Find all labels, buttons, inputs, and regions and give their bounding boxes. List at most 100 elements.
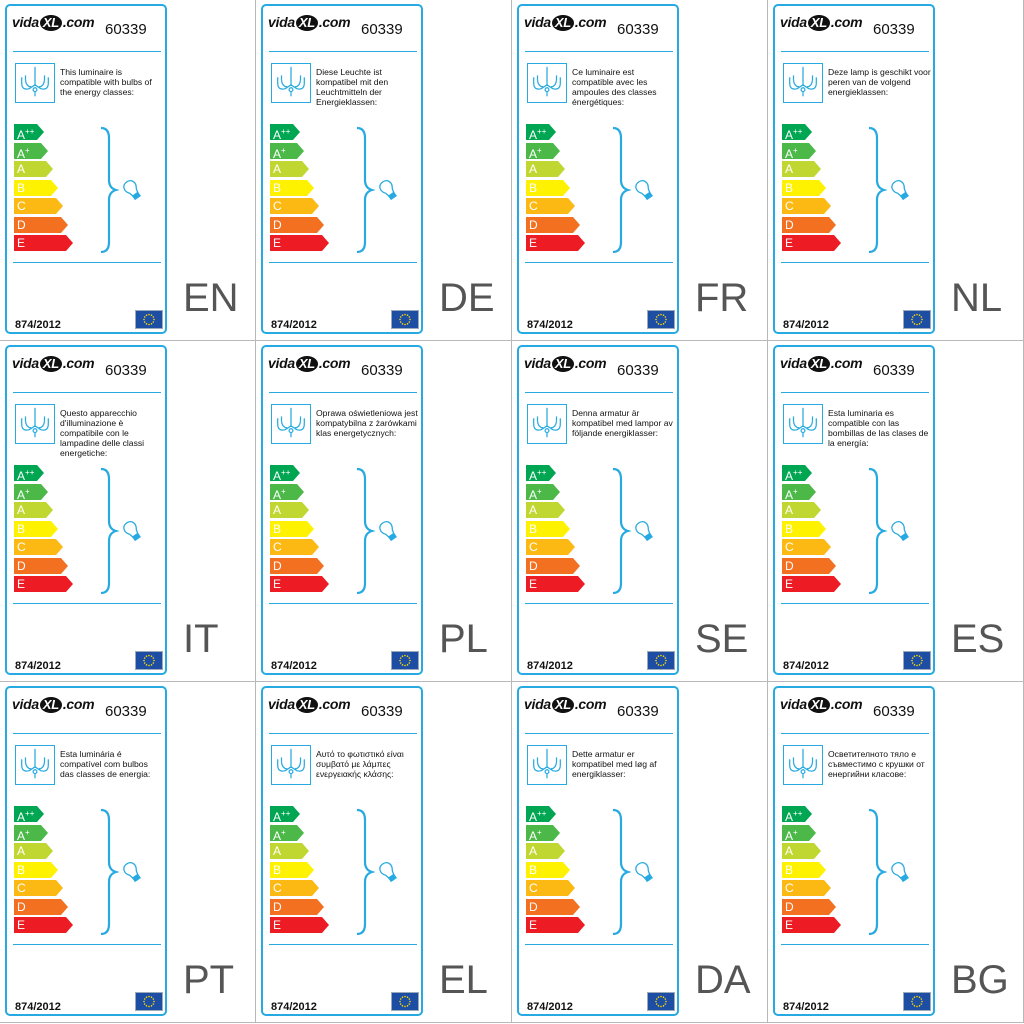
eu-flag-icon bbox=[135, 310, 163, 329]
energy-class-letter: B bbox=[529, 862, 538, 877]
divider bbox=[13, 603, 161, 604]
energy-class-letter: A++ bbox=[785, 468, 803, 483]
bracket-icon bbox=[867, 808, 888, 936]
energy-bar-b: B bbox=[270, 861, 314, 878]
energy-bar-c: C bbox=[782, 198, 831, 214]
chandelier-icon bbox=[15, 63, 55, 103]
energy-bar-ap: A+ bbox=[14, 483, 48, 502]
chandelier-icon bbox=[527, 63, 567, 103]
energy-class-letter: B bbox=[785, 862, 794, 877]
energy-class-letter: C bbox=[529, 881, 538, 895]
energy-class-letter: A+ bbox=[529, 486, 542, 502]
energy-bar-e: E bbox=[782, 576, 841, 592]
compatibility-text: Ce luminaire est compatible avec les amp… bbox=[572, 67, 657, 107]
energy-bar-b: B bbox=[782, 861, 826, 878]
energy-class-letter: E bbox=[273, 918, 282, 932]
divider bbox=[781, 392, 929, 393]
energy-bar-c: C bbox=[270, 880, 319, 896]
energy-label-panel-fr: vida XL .com 60339 Ce luminaire est compatib… bbox=[512, 0, 768, 341]
energy-bar-e: E bbox=[270, 576, 329, 592]
energy-label-card: vida XL .com 60339 Esta luminaria es compati… bbox=[773, 345, 935, 675]
brand-logo: vida XL .com bbox=[524, 14, 607, 31]
energy-bar-c: C bbox=[782, 539, 831, 555]
energy-bar-ap: A+ bbox=[782, 142, 816, 161]
bracket-icon bbox=[99, 808, 120, 936]
energy-class-letter: A bbox=[529, 844, 538, 858]
energy-bar-d: D bbox=[14, 898, 68, 915]
brand-logo: vida XL .com bbox=[12, 355, 95, 372]
model-number: 60339 bbox=[105, 21, 147, 38]
energy-class-letter: C bbox=[273, 199, 282, 213]
energy-label-panel-se: vida XL .com 60339 Denna armatur är kompatib… bbox=[512, 341, 768, 682]
energy-class-letter: A bbox=[529, 503, 538, 517]
energy-bar-d: D bbox=[270, 216, 324, 233]
energy-bar-d: D bbox=[526, 216, 580, 233]
energy-class-letter: A+ bbox=[17, 827, 30, 843]
energy-bar-a: A bbox=[782, 843, 821, 859]
energy-label-card: vida XL .com 60339 Осветителното тяло е съвм… bbox=[773, 686, 935, 1016]
bracket-icon bbox=[355, 808, 376, 936]
brand-logo: vida XL .com bbox=[12, 696, 95, 713]
brand-logo: vida XL .com bbox=[524, 696, 607, 713]
model-number: 60339 bbox=[361, 21, 403, 38]
regulation-number: 874/2012 bbox=[783, 660, 829, 672]
bulb-icon bbox=[888, 860, 914, 886]
energy-bar-b: B bbox=[14, 179, 58, 196]
energy-class-letter: E bbox=[17, 236, 26, 250]
regulation-number: 874/2012 bbox=[271, 319, 317, 331]
divider bbox=[13, 392, 161, 393]
divider bbox=[13, 944, 161, 945]
energy-class-letter: D bbox=[785, 217, 794, 232]
energy-bar-app: A++ bbox=[270, 806, 300, 824]
language-code: PL bbox=[439, 617, 488, 661]
energy-bar-a: A bbox=[14, 161, 53, 177]
energy-class-letter: E bbox=[785, 577, 794, 591]
chandelier-icon bbox=[15, 404, 55, 444]
energy-class-letter: A+ bbox=[17, 145, 30, 161]
energy-class-letter: A++ bbox=[785, 809, 803, 824]
model-number: 60339 bbox=[617, 21, 659, 38]
energy-class-letter: E bbox=[529, 918, 538, 932]
divider bbox=[269, 603, 417, 604]
energy-bar-ap: A+ bbox=[782, 483, 816, 502]
eu-flag-icon bbox=[647, 310, 675, 329]
divider bbox=[13, 51, 161, 52]
energy-bar-b: B bbox=[526, 861, 570, 878]
energy-bar-b: B bbox=[270, 179, 314, 196]
energy-class-letter: E bbox=[529, 577, 538, 591]
brand-logo: vida XL .com bbox=[12, 14, 95, 31]
bracket-icon bbox=[355, 467, 376, 595]
energy-class-letter: A bbox=[17, 844, 26, 858]
divider bbox=[781, 733, 929, 734]
energy-class-letter: D bbox=[273, 558, 282, 573]
divider bbox=[525, 262, 673, 263]
bulb-icon bbox=[888, 519, 914, 545]
bracket-icon bbox=[611, 467, 632, 595]
energy-bar-app: A++ bbox=[14, 124, 44, 142]
energy-bar-a: A bbox=[270, 502, 309, 518]
divider bbox=[269, 262, 417, 263]
energy-class-scale: A++ A+ A B C D E bbox=[270, 465, 350, 595]
bulb-icon bbox=[120, 178, 146, 204]
language-code: PT bbox=[183, 958, 235, 1002]
energy-class-scale: A++ A+ A B C D E bbox=[526, 465, 606, 595]
energy-bar-c: C bbox=[14, 880, 63, 896]
model-number: 60339 bbox=[361, 703, 403, 720]
divider bbox=[525, 944, 673, 945]
eu-flag-icon bbox=[391, 992, 419, 1011]
chandelier-icon bbox=[783, 63, 823, 103]
compatibility-text: Осветителното тяло е съвместимо с крушки… bbox=[828, 749, 925, 779]
model-number: 60339 bbox=[361, 362, 403, 379]
model-number: 60339 bbox=[873, 362, 915, 379]
energy-class-letter: A bbox=[273, 162, 282, 176]
regulation-number: 874/2012 bbox=[15, 1001, 61, 1013]
energy-label-panel-da: vida XL .com 60339 Dette armatur er kompatib… bbox=[512, 682, 768, 1023]
energy-bar-d: D bbox=[14, 216, 68, 233]
energy-bar-b: B bbox=[14, 861, 58, 878]
model-number: 60339 bbox=[105, 362, 147, 379]
energy-class-letter: E bbox=[273, 577, 282, 591]
energy-bar-app: A++ bbox=[526, 806, 556, 824]
energy-label-panel-bg: vida XL .com 60339 Осветителното тяло е съвм… bbox=[768, 682, 1024, 1023]
brand-logo: vida XL .com bbox=[780, 14, 863, 31]
divider bbox=[781, 51, 929, 52]
